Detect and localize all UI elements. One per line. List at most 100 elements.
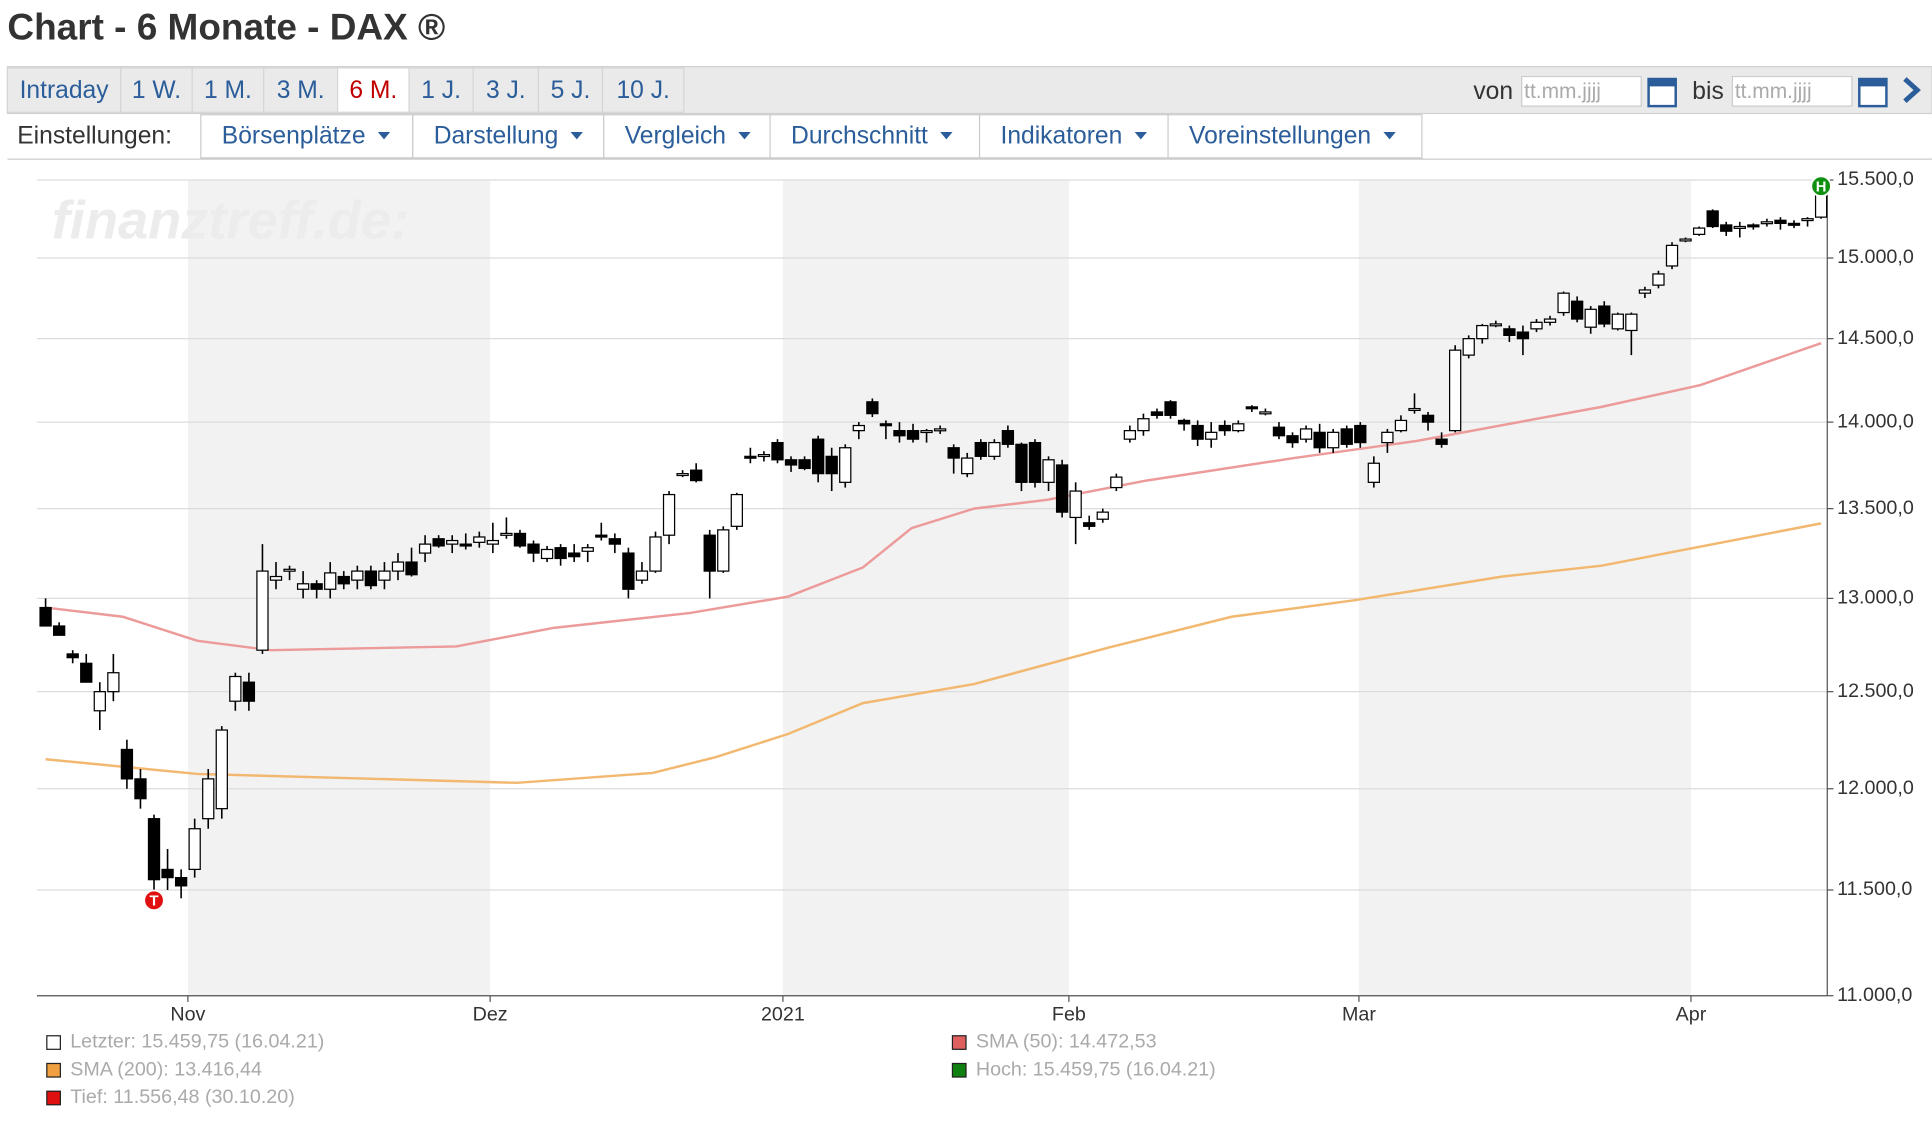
period-label[interactable]: Intraday bbox=[20, 77, 110, 104]
candle-body bbox=[513, 532, 527, 547]
x-tick-label: Nov bbox=[170, 1004, 205, 1026]
period-label[interactable]: 6 M. bbox=[349, 77, 397, 104]
y-tick-label: 11.500,0 bbox=[1837, 878, 1912, 900]
period-button[interactable] bbox=[336, 67, 410, 113]
dropdown-arrow[interactable] bbox=[1383, 131, 1396, 140]
candle-body bbox=[1191, 424, 1204, 440]
candle-body bbox=[147, 818, 161, 881]
candle-body bbox=[1421, 414, 1435, 423]
candle-body bbox=[1150, 411, 1164, 416]
candle-body bbox=[1530, 321, 1543, 330]
month-band bbox=[1358, 180, 1691, 996]
period-label[interactable]: 1 J. bbox=[421, 77, 461, 104]
watermark: finanztreff.de: bbox=[52, 191, 409, 251]
candle-body bbox=[486, 539, 500, 545]
low-marker bbox=[143, 889, 165, 912]
menu-button[interactable] bbox=[200, 114, 414, 159]
y-tick-label: 13.000,0 bbox=[1837, 587, 1914, 609]
candle-body bbox=[473, 536, 486, 543]
candle-body bbox=[811, 438, 825, 475]
candle-body bbox=[1069, 490, 1082, 519]
period-button[interactable] bbox=[263, 67, 339, 113]
menu-label[interactable]: Darstellung bbox=[434, 122, 559, 149]
candle-body bbox=[676, 473, 689, 477]
candle-body bbox=[866, 401, 879, 415]
candle-body bbox=[893, 430, 906, 437]
candle-body bbox=[744, 455, 757, 459]
menu-button[interactable] bbox=[978, 114, 1169, 159]
menu-label[interactable]: Vergleich bbox=[625, 122, 726, 149]
period-label[interactable]: 10 J. bbox=[616, 77, 669, 104]
period-button[interactable] bbox=[601, 67, 685, 113]
candle-body bbox=[256, 570, 269, 651]
candle-body bbox=[988, 441, 1001, 457]
candle-body bbox=[1801, 218, 1814, 222]
candle-body bbox=[649, 536, 662, 572]
low-marker-label: T bbox=[150, 893, 159, 909]
candle-body bbox=[215, 729, 228, 810]
candle-body bbox=[39, 606, 52, 627]
period-button[interactable] bbox=[537, 67, 604, 113]
candle-body bbox=[324, 572, 337, 590]
candle-body bbox=[1516, 331, 1530, 340]
candle-body bbox=[310, 583, 323, 590]
menu-button[interactable] bbox=[412, 114, 605, 159]
candle-body bbox=[1611, 313, 1624, 330]
candle-body bbox=[1232, 423, 1245, 432]
period-button[interactable] bbox=[120, 67, 193, 113]
x-tick-label: Feb bbox=[1052, 1004, 1086, 1026]
legend-swatch bbox=[951, 1035, 967, 1050]
menu-button[interactable] bbox=[1167, 114, 1423, 159]
candle-body bbox=[446, 539, 459, 545]
menu-label[interactable]: Voreinstellungen bbox=[1189, 122, 1371, 149]
period-label[interactable]: 1 M. bbox=[204, 77, 252, 104]
legend-swatch bbox=[951, 1062, 967, 1078]
period-button[interactable] bbox=[408, 67, 474, 113]
candle-body bbox=[1584, 308, 1597, 328]
dropdown-arrow[interactable] bbox=[377, 131, 391, 140]
dropdown-arrow[interactable] bbox=[738, 131, 751, 140]
calendar-icon[interactable] bbox=[1647, 77, 1677, 108]
candle-body bbox=[1720, 224, 1733, 232]
period-button[interactable] bbox=[6, 67, 122, 113]
candle-body bbox=[757, 454, 771, 458]
menu-label[interactable]: Durchschnitt bbox=[791, 122, 928, 149]
calendar-icon[interactable] bbox=[1858, 77, 1888, 108]
dropdown-arrow[interactable] bbox=[940, 131, 953, 140]
period-button[interactable] bbox=[472, 67, 540, 113]
period-label[interactable]: 5 J. bbox=[551, 77, 591, 104]
high-marker-label: H bbox=[1816, 179, 1827, 195]
y-tick-label: 13.500,0 bbox=[1837, 497, 1914, 519]
date-input[interactable] bbox=[1731, 75, 1853, 107]
dropdown-arrow[interactable] bbox=[570, 131, 583, 140]
moving-average-line bbox=[45, 522, 1822, 785]
date-input[interactable] bbox=[1521, 75, 1642, 107]
candle-body bbox=[1110, 476, 1123, 489]
candle-body bbox=[1408, 407, 1421, 412]
period-label[interactable]: 3 J. bbox=[486, 77, 526, 104]
dropdown-arrow[interactable] bbox=[1134, 131, 1147, 140]
x-tick-label: Dez bbox=[473, 1004, 508, 1026]
candle-body bbox=[80, 662, 93, 683]
legend-swatch bbox=[46, 1062, 61, 1078]
next-arrow[interactable] bbox=[1903, 77, 1921, 104]
candle-body bbox=[839, 447, 852, 483]
candle-body bbox=[52, 625, 66, 636]
candle-body bbox=[1340, 428, 1353, 445]
y-tick-label: 12.000,0 bbox=[1837, 777, 1914, 799]
period-label[interactable]: 1 W. bbox=[132, 77, 181, 104]
candle-body bbox=[1435, 438, 1448, 445]
period-label[interactable]: 3 M. bbox=[277, 77, 325, 104]
candle-body bbox=[1543, 318, 1557, 323]
candle-body bbox=[1367, 462, 1380, 483]
candle-body bbox=[432, 538, 445, 547]
period-button[interactable] bbox=[191, 67, 265, 113]
candle-body bbox=[1001, 430, 1015, 445]
candle-body bbox=[1381, 431, 1394, 444]
candle-body bbox=[825, 455, 838, 475]
legend-label: Tief: 11.556,48 (30.10.20) bbox=[70, 1086, 295, 1108]
candle-body bbox=[1083, 522, 1096, 527]
menu-label[interactable]: Börsenplätze bbox=[222, 122, 366, 149]
menu-label[interactable]: Indikatoren bbox=[1001, 122, 1123, 149]
